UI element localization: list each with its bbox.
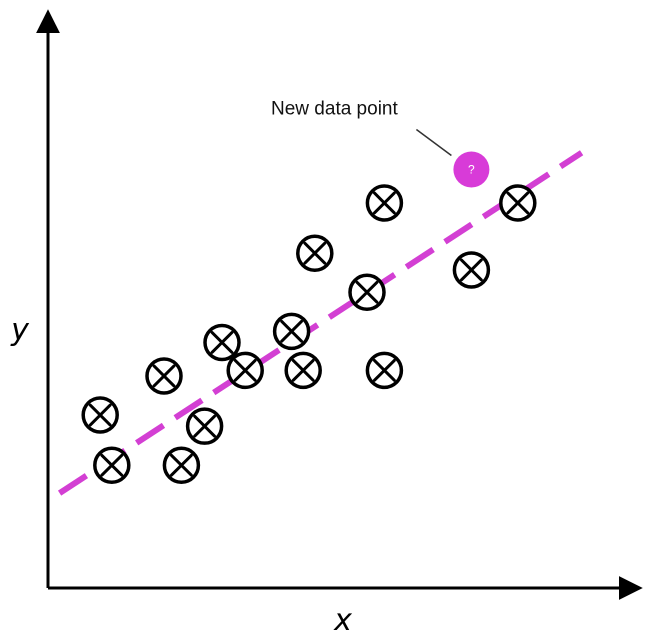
data-point-cross — [355, 280, 379, 304]
data-point-8 — [272, 312, 311, 351]
data-point-9 — [284, 351, 322, 390]
data-point-3 — [145, 357, 183, 395]
data-point-2 — [93, 446, 131, 484]
data-point-cross — [88, 403, 112, 427]
data-point-cross — [460, 258, 483, 282]
trend-line — [57, 150, 584, 496]
annotation-leader-line — [415, 128, 452, 157]
annotation-text: New data point — [271, 99, 398, 120]
data-point-14 — [452, 251, 491, 289]
data-point-cross — [193, 414, 216, 438]
data-point-cross — [152, 364, 176, 388]
data-point-cross — [100, 453, 124, 477]
data-point-cross — [373, 191, 396, 215]
new-data-point-label: ? — [468, 163, 475, 177]
data-point-cross — [210, 331, 234, 354]
axes — [36, 9, 643, 600]
data-point-cross — [170, 453, 193, 477]
data-point-cross — [506, 191, 530, 215]
data-point-4 — [162, 446, 201, 484]
data-point-cross — [233, 359, 257, 382]
data-point-15 — [499, 184, 537, 222]
data-point-cross — [280, 319, 303, 343]
x-axis-label: x — [333, 603, 352, 638]
data-point-6 — [203, 323, 241, 362]
new-data-point: ? — [415, 128, 490, 188]
data-point-cross — [303, 241, 327, 265]
data-point-cross — [291, 359, 315, 382]
data-point-5 — [185, 407, 224, 445]
new-data-point-marker — [453, 151, 490, 188]
data-point-10 — [296, 234, 334, 272]
data-point-7 — [226, 351, 264, 390]
y-axis-label: y — [10, 313, 30, 348]
data-point-1 — [81, 396, 119, 434]
data-point-cross — [373, 359, 396, 382]
data-point-12 — [365, 184, 404, 222]
data-point-13 — [365, 351, 404, 390]
data-points — [81, 184, 537, 484]
data-point-11 — [348, 273, 386, 312]
